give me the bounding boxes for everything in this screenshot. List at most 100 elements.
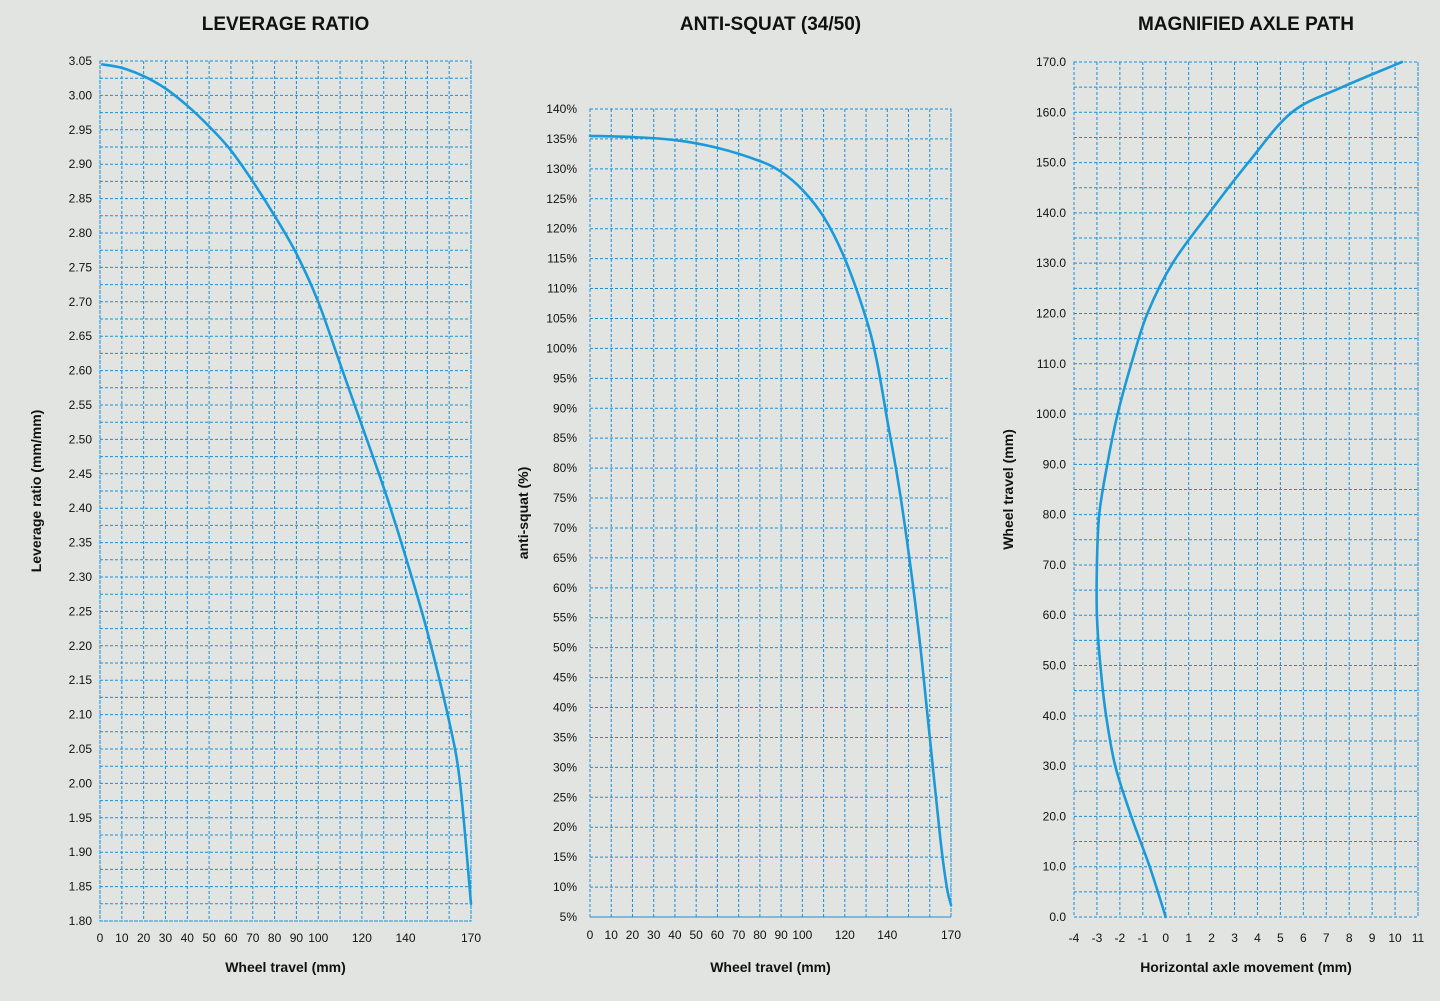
x-tick-label: 40 [668,928,682,942]
y-tick-label: 75% [553,491,577,505]
x-tick-label: 6 [1300,931,1307,945]
x-tick-label: 50 [202,931,216,945]
y-tick-label: 20.0 [1043,809,1067,823]
y-tick-label: 115% [547,252,577,266]
chart-title: MAGNIFIED AXLE PATH [1138,14,1354,35]
x-tick-label: 120 [835,928,855,942]
y-tick-label: 20% [553,820,577,834]
x-tick-label: 90 [290,931,304,945]
x-tick-label: 10 [605,928,619,942]
y-tick-label: 1.80 [69,914,93,928]
x-tick-label: 60 [711,928,725,942]
y-tick-label: 2.90 [69,157,93,171]
y-axis-label: Leverage ratio (mm/mm) [28,410,44,573]
y-tick-label: 55% [553,611,577,625]
grid [1073,61,1419,918]
y-tick-label: 5% [560,910,578,924]
x-tick-label: -4 [1069,931,1080,945]
y-tick-label: 110.0 [1037,357,1066,371]
x-tick-label: 1 [1185,931,1192,945]
x-tick-label: 11 [1412,931,1425,945]
x-tick-label: 0 [587,928,594,942]
y-tick-labels: 1.80 1.85 1.90 1.95 2.00 2.05 2.10 2.15 2.20 2.25… [69,54,93,928]
x-tick-label: 20 [137,931,151,945]
x-tick-label: 20 [626,928,640,942]
plot-frame [1073,61,1419,918]
plot-frame [99,60,472,922]
x-axis-label: Wheel travel (mm) [710,959,831,975]
leverage-ratio-chart: LEVERAGE RATIO Wheel travel (mm) Leverag… [28,14,481,975]
y-tick-label: 90.0 [1043,457,1067,471]
x-tick-label: 90 [774,928,788,942]
x-axis-label: Wheel travel (mm) [225,959,346,975]
axle-path-chart: MAGNIFIED AXLE PATH Horizontal axle move… [1000,14,1425,975]
y-tick-label: 160.0 [1036,105,1066,119]
x-tick-label: 8 [1346,931,1353,945]
y-tick-label: 2.00 [69,776,93,790]
y-tick-label: 2.75 [69,260,93,274]
x-tick-label: 120 [352,931,372,945]
y-axis-label: anti-squat (%) [515,467,531,560]
x-tick-label: 0 [1162,931,1169,945]
y-tick-label: 10.0 [1043,860,1067,874]
x-tick-label: 30 [159,931,173,945]
y-tick-label: 150.0 [1036,156,1066,170]
y-tick-label: 70.0 [1043,558,1067,572]
grid [589,108,952,918]
x-axis-label: Horizontal axle movement (mm) [1140,959,1352,975]
y-tick-label: 2.20 [69,639,93,653]
y-tick-label: 105% [546,311,577,325]
leverage-ratio-curve [100,63,473,906]
x-tick-label: 140 [877,928,897,942]
y-tick-label: 140% [546,102,577,116]
y-tick-label: 2.45 [69,467,93,481]
y-tick-label: 1.85 [69,880,93,894]
y-tick-label: 2.05 [69,742,93,756]
y-tick-label: 120% [546,222,577,236]
x-tick-label: -2 [1115,931,1126,945]
axle-path-curve [1095,60,1404,919]
y-tick-label: 3.00 [69,88,93,102]
x-tick-label: 170 [461,931,481,945]
x-tick-label: 60 [224,931,238,945]
x-tick-label: 2 [1208,931,1215,945]
y-tick-label: 0.0 [1049,910,1066,924]
y-tick-label: 130.0 [1036,256,1066,270]
y-tick-label: 110% [547,282,577,296]
x-tick-label: 170 [941,928,961,942]
x-tick-label: 7 [1323,931,1330,945]
y-tick-label: 2.65 [69,329,93,343]
y-tick-label: 15% [553,850,577,864]
y-tick-label: 50% [553,641,577,655]
y-tick-label: 2.10 [69,708,93,722]
x-tick-label: 80 [268,931,282,945]
y-tick-label: 30% [553,760,577,774]
y-tick-label: 10% [553,880,577,894]
x-tick-labels: 0 10 20 30 40 50 60 70 80 90 100 120 140 170 [587,928,962,942]
y-tick-label: 2.55 [69,398,93,412]
y-tick-label: 3.05 [69,54,93,68]
y-tick-label: 2.50 [69,432,93,446]
y-tick-label: 130% [546,162,577,176]
y-tick-label: 50.0 [1043,659,1067,673]
y-tick-label: 40.0 [1043,709,1067,723]
x-tick-label: 80 [753,928,767,942]
x-tick-label: 50 [689,928,703,942]
y-tick-label: 100.0 [1036,407,1066,421]
y-tick-label: 2.85 [69,192,93,206]
y-tick-label: 2.25 [69,604,93,618]
x-tick-labels: -4 -3 -2 -1 0 1 2 3 4 5 6 7 8 9 10 11 [1069,931,1425,945]
y-tick-label: 135% [546,132,577,146]
y-tick-label: 2.15 [69,673,93,687]
chart-title: LEVERAGE RATIO [202,14,370,35]
x-tick-label: -1 [1137,931,1148,945]
y-tick-label: 45% [553,671,577,685]
x-tick-label: 9 [1369,931,1376,945]
y-tick-label: 95% [553,371,577,385]
x-tick-label: 10 [1388,931,1402,945]
y-tick-label: 85% [553,431,577,445]
x-tick-label: 100 [792,928,812,942]
x-tick-label: 0 [97,931,104,945]
y-tick-labels: 5% 10% 15% 20% 25% 30% 35% 40% 45% 50% 55% 60% 65% 70… [546,102,577,924]
